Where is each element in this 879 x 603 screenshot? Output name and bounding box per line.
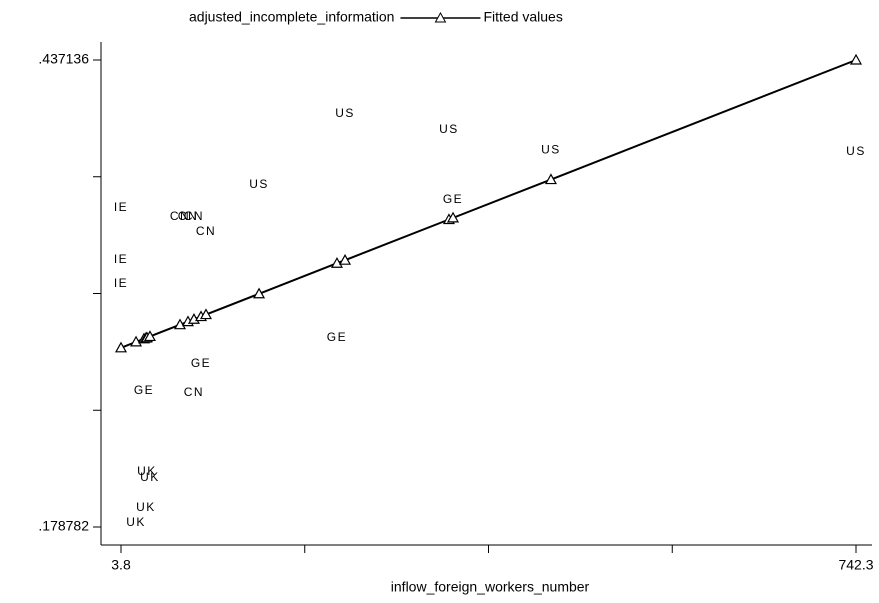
point-label: IE (114, 200, 128, 214)
point-label: US (335, 106, 355, 120)
point-label: GE (443, 192, 463, 206)
fitted-marker (199, 308, 213, 320)
fitted-marker (544, 173, 557, 185)
fitted-marker (330, 257, 343, 268)
legend-marker (434, 11, 447, 23)
x-tick-label: 742.3 (838, 557, 873, 573)
fitted-marker (446, 211, 460, 223)
y-tick-label: .178782 (38, 518, 89, 534)
fitted-marker (130, 335, 143, 347)
fitted-marker (253, 287, 266, 299)
point-label: GE (191, 356, 211, 370)
point-label: UK (137, 464, 157, 478)
point-label: IE (114, 252, 128, 266)
point-label: CN (170, 209, 190, 223)
point-label: US (249, 177, 269, 191)
point-label: US (846, 144, 866, 158)
fitted-marker (143, 330, 156, 342)
point-label: UK (136, 500, 156, 514)
fitted-marker (849, 53, 863, 65)
legend-label: adjusted_incomplete_information (189, 9, 394, 25)
point-label: US (541, 142, 561, 156)
point-label: US (439, 122, 459, 136)
point-label: CN (184, 209, 204, 223)
point-label: CN (178, 209, 198, 223)
point-label: CN (184, 385, 204, 399)
fitted-marker (173, 318, 187, 330)
point-label: GE (134, 383, 154, 397)
fitted-marker (339, 253, 352, 265)
x-tick-label: 3.8 (111, 557, 131, 573)
point-label: UK (140, 470, 160, 484)
point-label: UK (126, 515, 146, 529)
fitted-marker (114, 341, 128, 353)
point-label: GE (327, 330, 347, 344)
x-axis-title: inflow_foreign_workers_number (391, 579, 590, 595)
point-label: IE (114, 276, 128, 290)
y-tick-label: .437136 (38, 51, 89, 67)
legend-label: Fitted values (483, 9, 562, 25)
point-label: CN (196, 224, 216, 238)
